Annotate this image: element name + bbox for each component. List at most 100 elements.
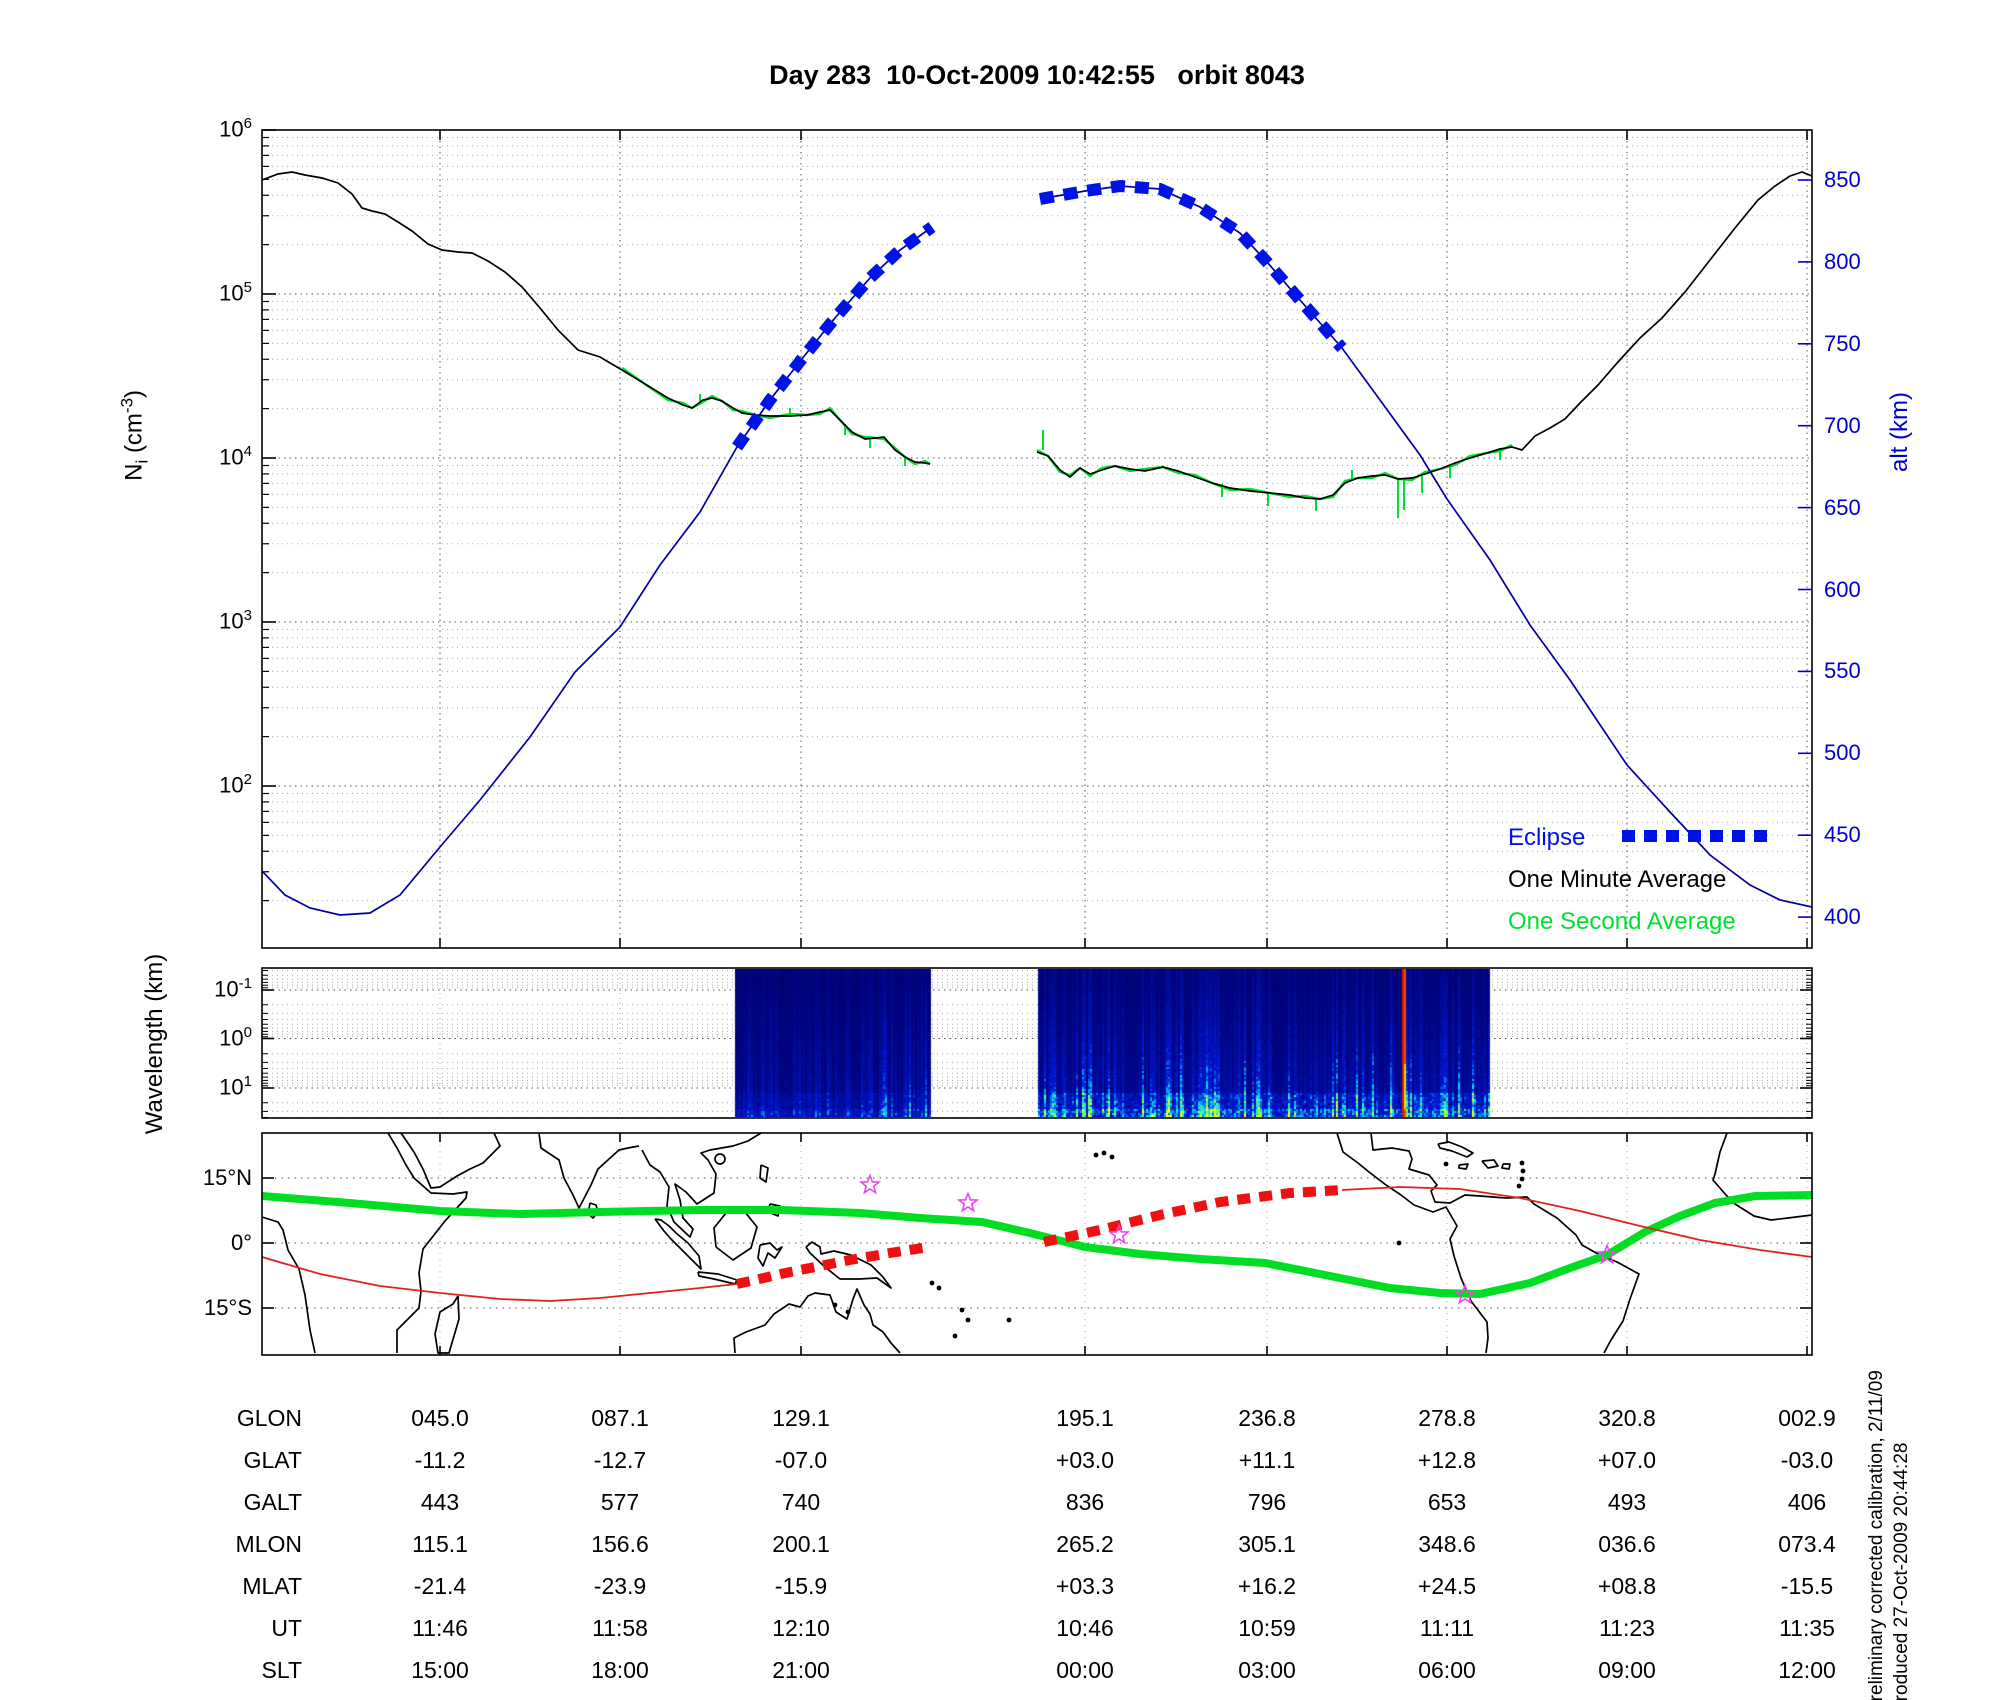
table-row-label-glat: GLAT bbox=[243, 1447, 302, 1473]
table-cell-slt-4: 03:00 bbox=[1238, 1657, 1296, 1683]
table-row-label-mlat: MLAT bbox=[242, 1573, 302, 1599]
table-cell-glat-4: +11.1 bbox=[1238, 1447, 1296, 1473]
table-cell-mlon-4: 305.1 bbox=[1238, 1531, 1296, 1557]
table-cell-galt-7: 406 bbox=[1787, 1489, 1827, 1515]
table-cell-galt-5: 653 bbox=[1427, 1489, 1467, 1515]
page-title: Day 283 10-Oct-2009 10:42:55 orbit 8043 bbox=[769, 60, 1305, 90]
ni-label-sup: -3 bbox=[117, 397, 137, 414]
table-cell-mlat-3: +03.3 bbox=[1055, 1573, 1115, 1599]
density-tick-10e5: 105 bbox=[219, 279, 252, 306]
table-cell-glon-1: 087.1 bbox=[591, 1405, 649, 1431]
table-cell-ut-5: 11:11 bbox=[1419, 1615, 1475, 1641]
table-cell-mlon-0: 115.1 bbox=[412, 1531, 468, 1557]
table-cell-mlat-6: +08.8 bbox=[1597, 1573, 1657, 1599]
altitude-tick-750: 750 bbox=[1824, 330, 1861, 356]
spectrogram-canvas bbox=[263, 969, 1811, 1117]
table-cell-ut-7: 11:35 bbox=[1779, 1615, 1835, 1641]
wavelength-tick-10e1: 101 bbox=[219, 1073, 252, 1100]
table-cell-slt-6: 09:00 bbox=[1598, 1657, 1656, 1683]
table-cell-glat-6: +07.0 bbox=[1597, 1447, 1657, 1473]
density-tick-10e6: 106 bbox=[219, 115, 252, 142]
table-cell-slt-2: 21:00 bbox=[772, 1657, 830, 1683]
altitude-tick-850: 850 bbox=[1824, 167, 1861, 192]
wavelength-tick-10e0: 100 bbox=[219, 1023, 252, 1050]
density-tick-10e4: 104 bbox=[219, 443, 252, 470]
table-row-label-slt: SLT bbox=[261, 1657, 302, 1683]
table-cell-mlon-1: 156.6 bbox=[591, 1531, 649, 1557]
table-row-label-mlon: MLON bbox=[235, 1531, 302, 1557]
side-note-produced: Produced 27-Oct-2009 20:44:28 bbox=[1891, 1442, 1912, 1700]
altitude-tick-650: 650 bbox=[1824, 494, 1861, 520]
table-cell-slt-3: 00:00 bbox=[1056, 1657, 1114, 1683]
table-cell-galt-2: 740 bbox=[781, 1489, 821, 1515]
table-cell-ut-4: 10:59 bbox=[1238, 1615, 1296, 1641]
altitude-tick-800: 800 bbox=[1824, 248, 1861, 274]
table-cell-galt-6: 493 bbox=[1607, 1489, 1647, 1515]
table-cell-mlon-3: 265.2 bbox=[1056, 1531, 1114, 1557]
altitude-tick-400: 400 bbox=[1824, 904, 1861, 930]
altitude-tick-450: 450 bbox=[1824, 822, 1861, 848]
legend-one-minute-average: One Minute Average bbox=[1508, 866, 1727, 893]
table-cell-galt-3: 836 bbox=[1065, 1489, 1105, 1515]
table-row-label-glon: GLON bbox=[236, 1405, 302, 1431]
table-cell-mlon-7: 073.4 bbox=[1778, 1531, 1836, 1557]
table-cell-mlat-5: +24.5 bbox=[1417, 1573, 1477, 1599]
table-cell-slt-5: 06:00 bbox=[1418, 1657, 1476, 1683]
table-cell-ut-3: 10:46 bbox=[1056, 1615, 1114, 1641]
side-note-calibration: Preliminary corrected calibration, 2/11/… bbox=[1866, 1370, 1887, 1700]
table-cell-glon-5: 278.8 bbox=[1418, 1405, 1476, 1431]
table-cell-mlat-1: -23.9 bbox=[593, 1573, 647, 1599]
legend-eclipse: Eclipse bbox=[1508, 824, 1586, 851]
map-lat-label-0: 0° bbox=[230, 1230, 252, 1255]
table-cell-mlat-2: -15.9 bbox=[774, 1573, 828, 1599]
ni-label-base: N bbox=[120, 463, 148, 481]
table-cell-galt-4: 796 bbox=[1247, 1489, 1287, 1515]
wavelength-tick-10e-1: 10-1 bbox=[214, 975, 252, 1002]
altitude-tick-700: 700 bbox=[1824, 412, 1861, 438]
legend-one-second-average: One Second Average bbox=[1508, 908, 1736, 935]
ni-label-sub: i bbox=[132, 459, 152, 464]
table-cell-glat-2: -07.0 bbox=[774, 1447, 828, 1473]
table-cell-glat-3: +03.0 bbox=[1055, 1447, 1115, 1473]
table-cell-slt-7: 12:00 bbox=[1778, 1657, 1836, 1683]
map-lat-label-15S: 15°S bbox=[204, 1295, 252, 1320]
y-axis-label-altitude: alt (km) bbox=[1886, 392, 1913, 472]
density-tick-10e3: 103 bbox=[219, 607, 252, 634]
table-cell-galt-0: 443 bbox=[420, 1489, 460, 1515]
table-cell-glat-7: -03.0 bbox=[1780, 1447, 1834, 1473]
table-cell-ut-1: 11:58 bbox=[592, 1615, 648, 1641]
table-cell-glon-0: 045.0 bbox=[411, 1405, 469, 1431]
altitude-tick-550: 550 bbox=[1824, 658, 1861, 684]
table-cell-mlat-0: -21.4 bbox=[413, 1573, 467, 1599]
table-cell-mlon-6: 036.6 bbox=[1598, 1531, 1656, 1557]
table-cell-ut-2: 12:10 bbox=[772, 1615, 830, 1641]
table-cell-glon-6: 320.8 bbox=[1598, 1405, 1656, 1431]
table-row-label-galt: GALT bbox=[243, 1489, 302, 1515]
table-cell-mlon-5: 348.6 bbox=[1418, 1531, 1476, 1557]
table-cell-slt-0: 15:00 bbox=[411, 1657, 469, 1683]
table-cell-glat-1: -12.7 bbox=[593, 1447, 647, 1473]
table-cell-glat-5: +12.8 bbox=[1417, 1447, 1477, 1473]
y-axis-label-density: Ni (cm-3) bbox=[118, 355, 153, 515]
table-cell-glon-3: 195.1 bbox=[1056, 1405, 1114, 1431]
table-cell-slt-1: 18:00 bbox=[591, 1657, 649, 1683]
altitude-tick-600: 600 bbox=[1824, 576, 1861, 602]
table-cell-mlat-7: -15.5 bbox=[1780, 1573, 1834, 1599]
table-cell-galt-1: 577 bbox=[600, 1489, 640, 1515]
ni-label-mid: (cm bbox=[120, 413, 148, 460]
map-lat-label-15N: 15°N bbox=[202, 1165, 252, 1190]
table-row-label-ut: UT bbox=[271, 1615, 302, 1641]
density-tick-10e2: 102 bbox=[219, 771, 252, 798]
table-cell-glon-2: 129.1 bbox=[772, 1405, 830, 1431]
table-cell-glon-4: 236.8 bbox=[1238, 1405, 1296, 1431]
table-cell-ut-0: 11:46 bbox=[412, 1615, 468, 1641]
ni-label-end: ) bbox=[120, 389, 148, 398]
table-cell-mlat-4: +16.2 bbox=[1237, 1573, 1297, 1599]
y-axis-label-wavelength: Wavelength (km) bbox=[141, 953, 168, 1135]
table-cell-ut-6: 11:23 bbox=[1599, 1615, 1655, 1641]
table-cell-glon-7: 002.9 bbox=[1778, 1405, 1836, 1431]
altitude-tick-500: 500 bbox=[1824, 740, 1861, 766]
table-cell-glat-0: -11.2 bbox=[414, 1447, 466, 1473]
